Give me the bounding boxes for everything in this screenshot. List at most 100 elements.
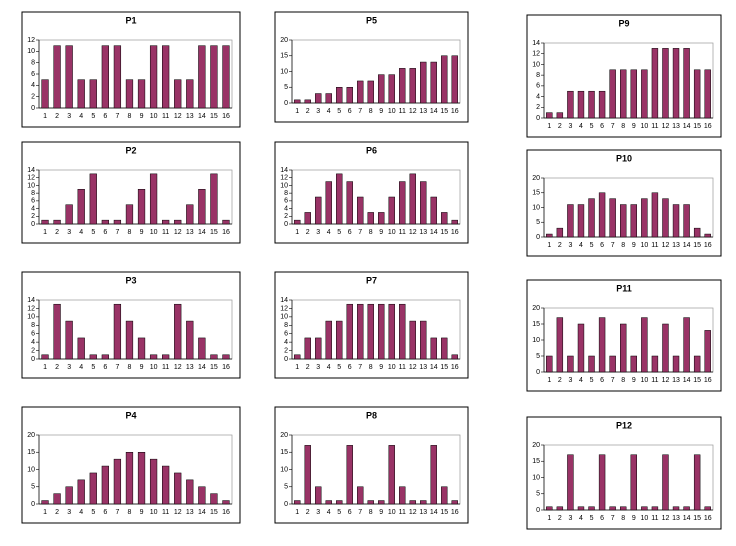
x-tick-label: 7 <box>611 377 615 384</box>
y-tick-label: 6 <box>31 198 35 205</box>
x-tick-label: 5 <box>337 364 341 371</box>
bar <box>325 500 332 505</box>
x-tick-label: 5 <box>590 123 594 130</box>
bar <box>222 354 230 360</box>
bar <box>420 61 427 104</box>
x-tick-label: 13 <box>672 123 680 130</box>
x-tick-label: 3 <box>316 509 320 516</box>
x-tick-label: 6 <box>103 509 107 516</box>
bar <box>101 219 109 225</box>
x-tick-label: 12 <box>662 242 670 249</box>
y-tick-label: 10 <box>532 337 540 344</box>
y-tick-label: 15 <box>27 449 35 456</box>
x-tick-label: 12 <box>662 123 670 130</box>
x-tick-label: 8 <box>128 229 132 236</box>
x-tick-label: 10 <box>388 108 396 115</box>
x-tick-label: 7 <box>115 364 119 371</box>
bar <box>125 79 134 109</box>
y-tick-label: 10 <box>27 466 35 473</box>
x-tick-label: 10 <box>640 242 648 249</box>
chart-title: P8 <box>366 410 377 420</box>
bar <box>430 61 437 104</box>
x-tick-label: 3 <box>316 364 320 371</box>
bar <box>367 212 374 225</box>
x-tick-label: 1 <box>295 364 299 371</box>
bar <box>149 45 158 109</box>
bar <box>651 48 659 119</box>
bar <box>556 227 564 238</box>
x-tick-label: 15 <box>210 509 218 516</box>
bar <box>101 354 109 360</box>
bar <box>137 189 146 225</box>
y-tick-label: 4 <box>284 205 288 212</box>
bar <box>113 458 122 505</box>
bar <box>651 192 659 238</box>
x-tick-label: 14 <box>683 242 691 249</box>
bar <box>304 337 311 360</box>
y-tick-label: 0 <box>536 234 540 241</box>
x-tick-label: 1 <box>295 108 299 115</box>
chart-title: P7 <box>366 275 377 285</box>
x-tick-label: 11 <box>399 364 406 371</box>
x-tick-label: 1 <box>43 229 47 236</box>
chart-title: P2 <box>125 145 136 155</box>
bar <box>683 48 690 119</box>
bar <box>65 45 73 109</box>
x-tick-label: 12 <box>174 509 182 516</box>
bar <box>388 74 395 104</box>
bar <box>567 355 574 373</box>
bar <box>420 181 427 225</box>
x-tick-label: 4 <box>327 509 331 516</box>
bar <box>89 354 97 360</box>
bar <box>399 486 406 505</box>
x-tick-label: 13 <box>186 364 194 371</box>
x-tick-label: 9 <box>379 108 383 115</box>
x-tick-label: 10 <box>388 364 396 371</box>
bar <box>41 79 49 109</box>
bar <box>210 354 218 360</box>
x-tick-label: 6 <box>348 229 352 236</box>
y-tick-label: 20 <box>532 305 540 312</box>
x-tick-label: 12 <box>409 229 417 236</box>
x-tick-label: 6 <box>103 113 107 120</box>
x-tick-label: 4 <box>79 113 83 120</box>
bar <box>186 204 194 225</box>
bar <box>641 317 648 373</box>
x-tick-label: 13 <box>186 509 194 516</box>
bar <box>222 219 230 225</box>
x-tick-label: 5 <box>91 229 95 236</box>
bar <box>304 99 311 104</box>
x-tick-label: 11 <box>162 229 169 236</box>
x-tick-label: 13 <box>186 229 194 236</box>
x-tick-label: 13 <box>672 242 680 249</box>
y-tick-label: 10 <box>532 474 540 481</box>
bar <box>609 506 616 511</box>
bar <box>567 454 574 511</box>
bar <box>149 458 158 505</box>
x-tick-label: 4 <box>327 229 331 236</box>
y-tick-label: 2 <box>284 347 288 354</box>
x-tick-label: 9 <box>632 515 636 522</box>
y-tick-label: 10 <box>280 182 288 189</box>
y-tick-label: 6 <box>31 71 35 78</box>
bar <box>325 181 332 225</box>
bar <box>588 355 595 373</box>
bar <box>672 506 680 511</box>
y-tick-label: 5 <box>536 353 540 360</box>
bar <box>641 69 648 119</box>
y-tick-label: 5 <box>536 219 540 226</box>
bar <box>630 204 637 238</box>
x-tick-label: 8 <box>621 242 625 249</box>
bar <box>210 173 218 225</box>
x-tick-label: 11 <box>162 364 169 371</box>
bar <box>598 192 606 238</box>
bar <box>210 45 218 109</box>
x-tick-label: 16 <box>704 515 712 522</box>
bar <box>651 506 659 511</box>
bar <box>399 181 406 225</box>
x-tick-label: 12 <box>409 108 417 115</box>
y-tick-label: 2 <box>536 104 540 111</box>
